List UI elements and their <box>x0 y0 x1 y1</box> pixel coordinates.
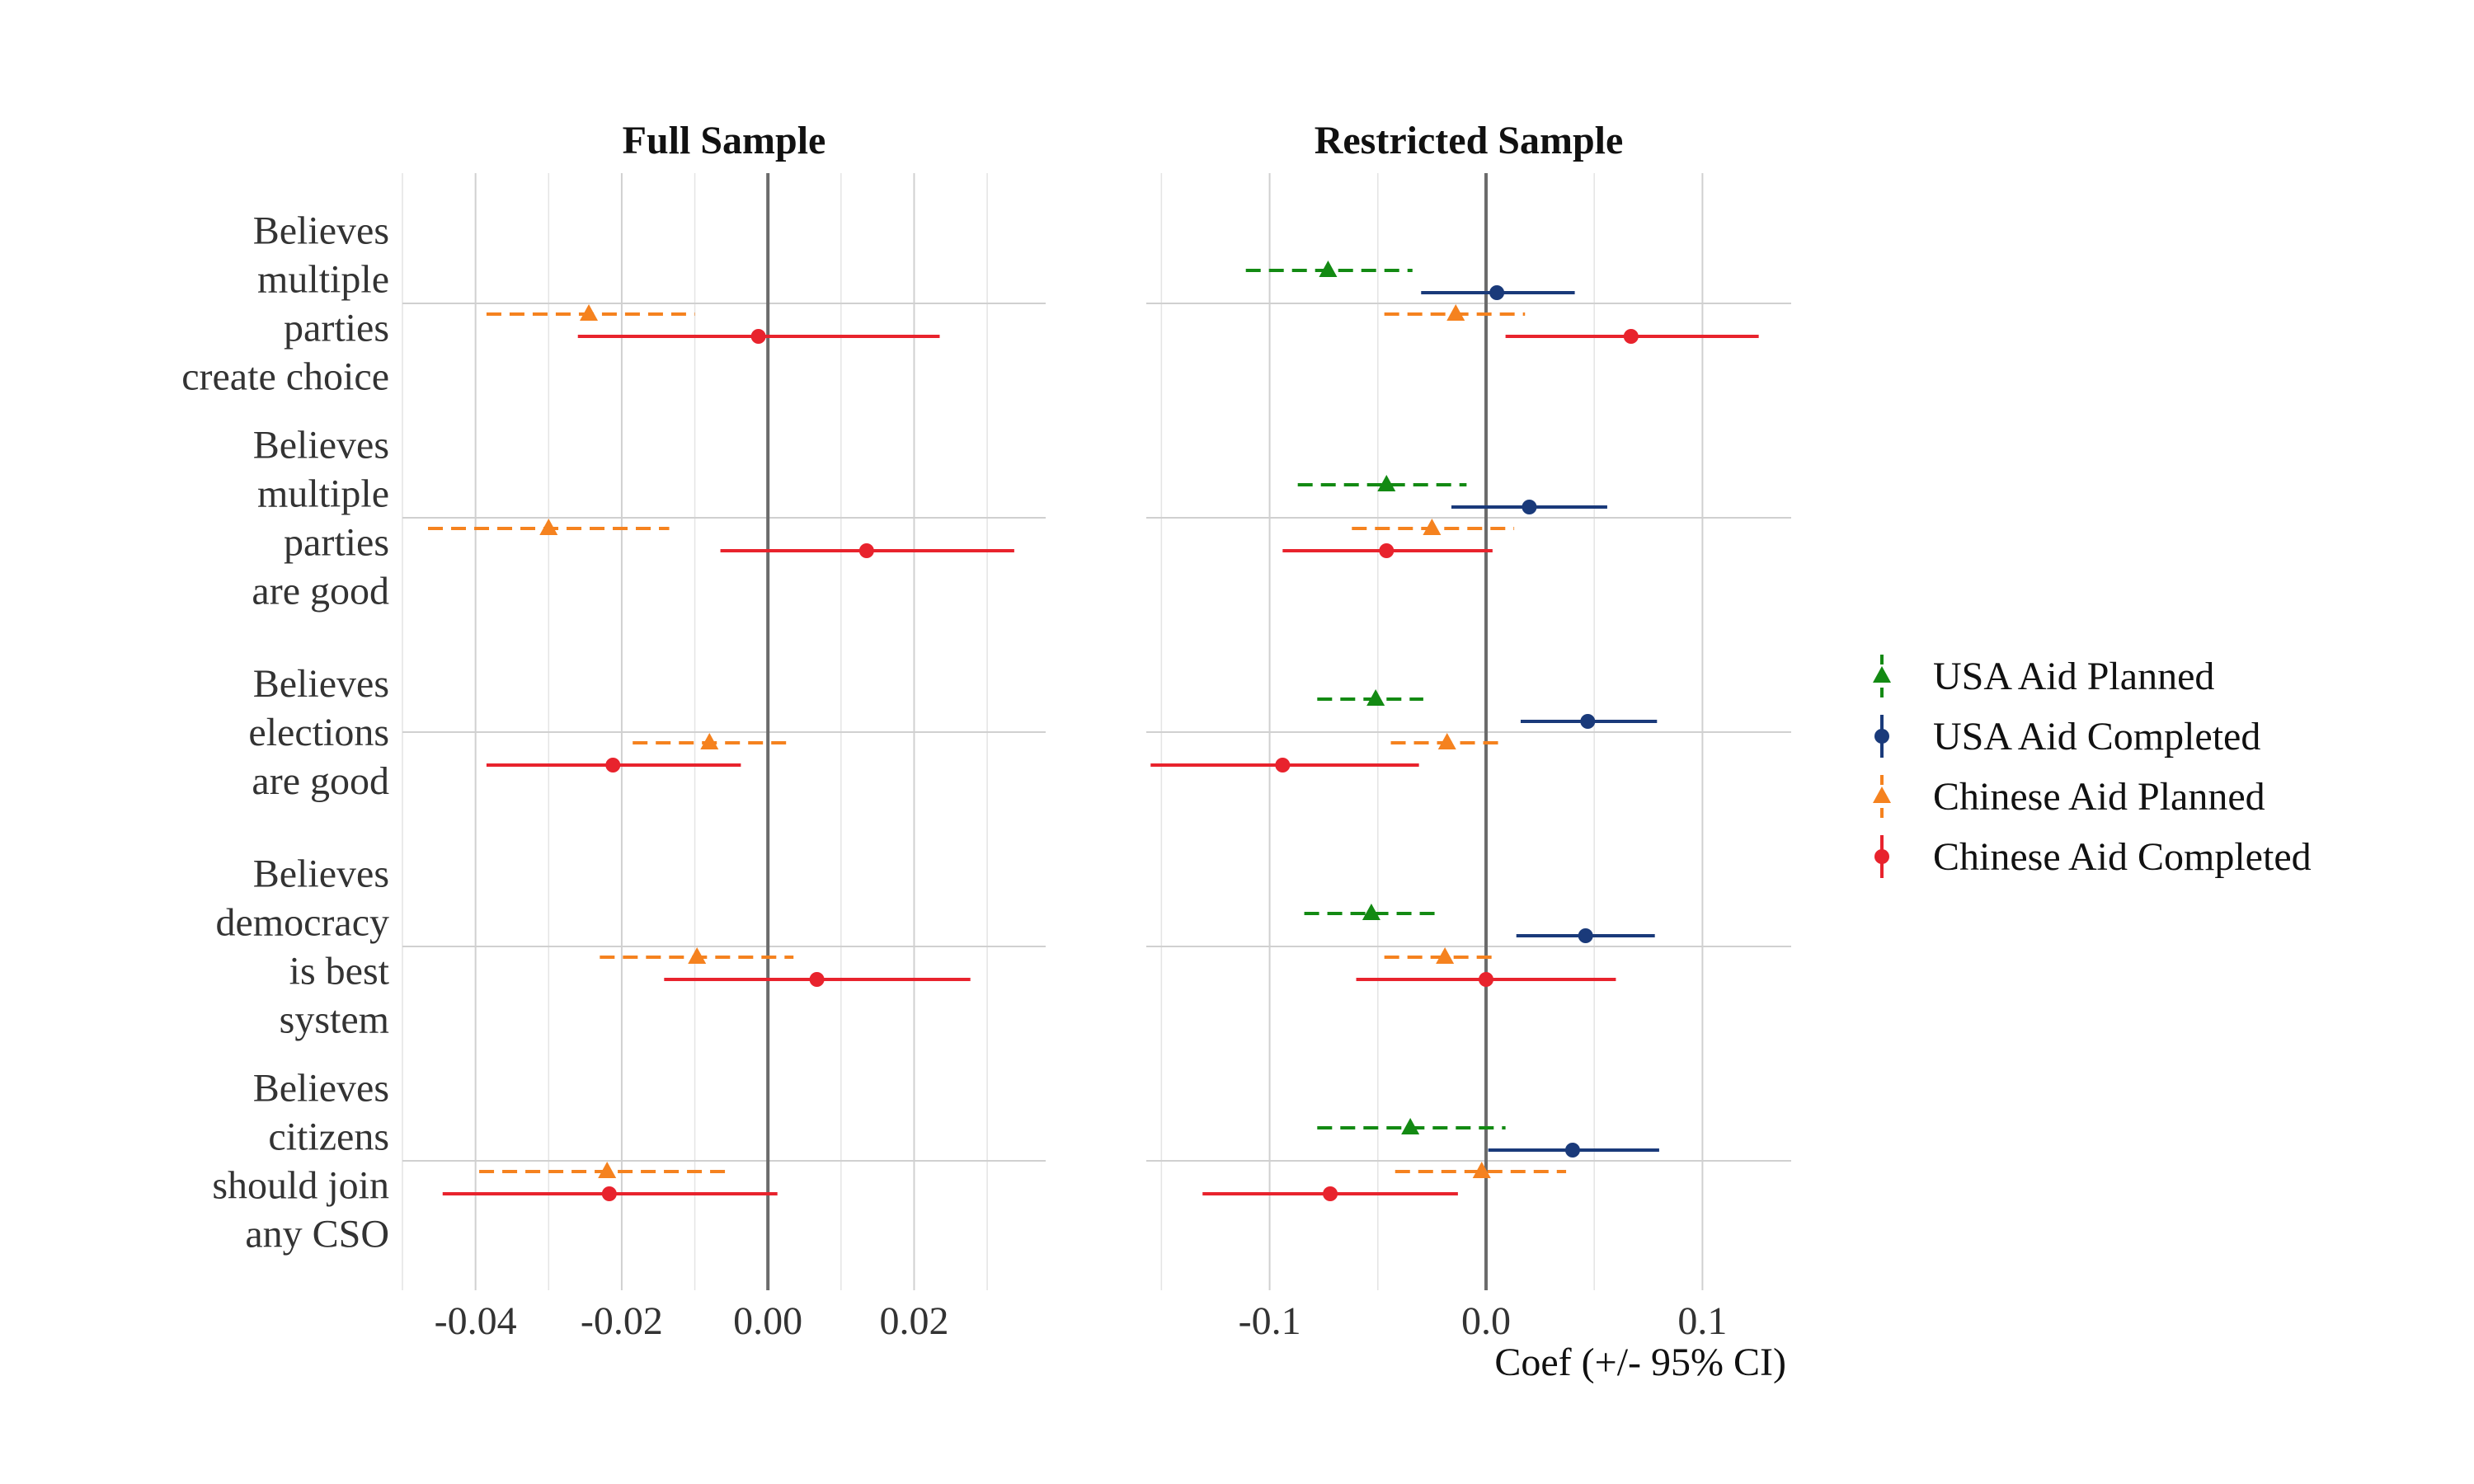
category-label: Believes multiple parties are good <box>252 424 389 613</box>
panel-full-sample: -0.04 -0.02 0.00 0.02 Full Sample <box>402 119 1046 1343</box>
usa-aid-planned-point <box>1319 261 1338 277</box>
x-tick-label: 0.0 <box>1461 1299 1511 1343</box>
panel-title: Restricted Sample <box>1315 119 1624 162</box>
usa-aid-completed-point <box>1564 1143 1580 1158</box>
legend-key-symbol <box>1874 849 1889 864</box>
usa-aid-planned-point <box>1362 904 1380 920</box>
chinese-aid-planned-point <box>580 304 599 321</box>
x-axis-title: Coef (+/- 95% CI) <box>1494 1341 1786 1384</box>
chinese-aid-planned-point <box>1437 733 1456 749</box>
legend-label: Chinese Aid Completed <box>1933 835 2312 879</box>
category-label-line: should join <box>212 1164 389 1208</box>
chinese-aid-completed-point <box>601 1186 617 1201</box>
chinese-aid-completed-point <box>750 329 766 344</box>
chinese-aid-planned-point <box>1472 1162 1491 1178</box>
chinese-aid-planned-point <box>1436 947 1455 964</box>
panel-restricted-sample: -0.1 0.0 0.1 Restricted Sample <box>1146 119 1791 1343</box>
category-label-line: is best <box>289 950 390 993</box>
legend-item-usa-aid-completed: USA Aid Completed <box>1874 715 2260 758</box>
chinese-aid-planned-point <box>700 733 719 749</box>
panel-title: Full Sample <box>623 119 826 162</box>
category-label: Believes multiple parties create choice <box>181 209 389 399</box>
legend-key-symbol <box>1873 666 1891 683</box>
legend-key-symbol <box>1873 787 1891 803</box>
category-label-line: citizens <box>268 1115 389 1159</box>
category-label-line: Believes <box>253 1067 389 1111</box>
category-label-line: Believes <box>253 852 389 896</box>
category-label-line: system <box>280 998 389 1042</box>
chinese-aid-completed-point <box>809 972 825 987</box>
category-label: Believes democracy is best system <box>215 852 389 1042</box>
legend-key-symbol <box>1874 729 1889 744</box>
usa-aid-planned-point <box>1366 689 1385 706</box>
chinese-aid-planned-point <box>539 519 558 535</box>
chinese-aid-planned-point <box>1446 304 1465 321</box>
x-tick-label: 0.02 <box>879 1299 948 1343</box>
panels-layer: -0.04 -0.02 0.00 0.02 Full Sample -0.1 0.0 0.1 R… <box>402 119 1791 1343</box>
category-label-line: any CSO <box>245 1213 389 1256</box>
legend-item-chinese-aid-planned: Chinese Aid Planned <box>1873 775 2265 819</box>
usa-aid-completed-point <box>1522 500 1537 514</box>
legend: USA Aid Planned USA Aid Completed Chinese … <box>1873 655 2312 879</box>
usa-aid-completed-point <box>1489 285 1505 300</box>
category-label: Believes elections are good <box>248 662 389 803</box>
category-label-line: multiple <box>257 258 389 302</box>
chinese-aid-completed-point <box>1275 758 1291 773</box>
legend-item-chinese-aid-completed: Chinese Aid Completed <box>1874 835 2312 879</box>
x-tick-label: -0.02 <box>581 1299 663 1343</box>
category-label-line: Believes <box>253 662 389 706</box>
category-label-line: are good <box>252 759 389 803</box>
usa-aid-completed-point <box>1580 714 1596 729</box>
chinese-aid-completed-point <box>1623 329 1639 344</box>
chinese-aid-completed-point <box>1323 1186 1338 1201</box>
usa-aid-planned-point <box>1401 1118 1420 1134</box>
usa-aid-planned-point <box>1377 475 1396 491</box>
x-tick-label: -0.1 <box>1239 1299 1301 1343</box>
chinese-aid-completed-point <box>858 543 874 558</box>
category-label-line: Believes <box>253 209 389 253</box>
chinese-aid-planned-point <box>1423 519 1442 535</box>
category-label-line: Believes <box>253 424 389 467</box>
legend-item-usa-aid-planned: USA Aid Planned <box>1873 655 2214 698</box>
category-label-line: parties <box>284 307 389 350</box>
legend-label: USA Aid Completed <box>1933 715 2260 758</box>
chinese-aid-completed-point <box>1478 972 1493 987</box>
chinese-aid-completed-point <box>605 758 621 773</box>
category-label-line: elections <box>248 711 389 754</box>
legend-label: Chinese Aid Planned <box>1933 775 2265 819</box>
chinese-aid-planned-point <box>688 947 707 964</box>
x-tick-label: 0.1 <box>1677 1299 1727 1343</box>
chinese-aid-completed-point <box>1379 543 1395 558</box>
chinese-aid-planned-point <box>598 1162 617 1178</box>
x-tick-label: 0.00 <box>733 1299 802 1343</box>
usa-aid-completed-point <box>1578 928 1593 943</box>
legend-label: USA Aid Planned <box>1933 655 2214 698</box>
category-label-line: are good <box>252 570 389 613</box>
category-label-line: create choice <box>181 355 389 399</box>
category-label-line: multiple <box>257 472 389 516</box>
x-tick-label: -0.04 <box>435 1299 517 1343</box>
category-label-line: parties <box>284 521 389 565</box>
category-label-line: democracy <box>215 901 389 945</box>
